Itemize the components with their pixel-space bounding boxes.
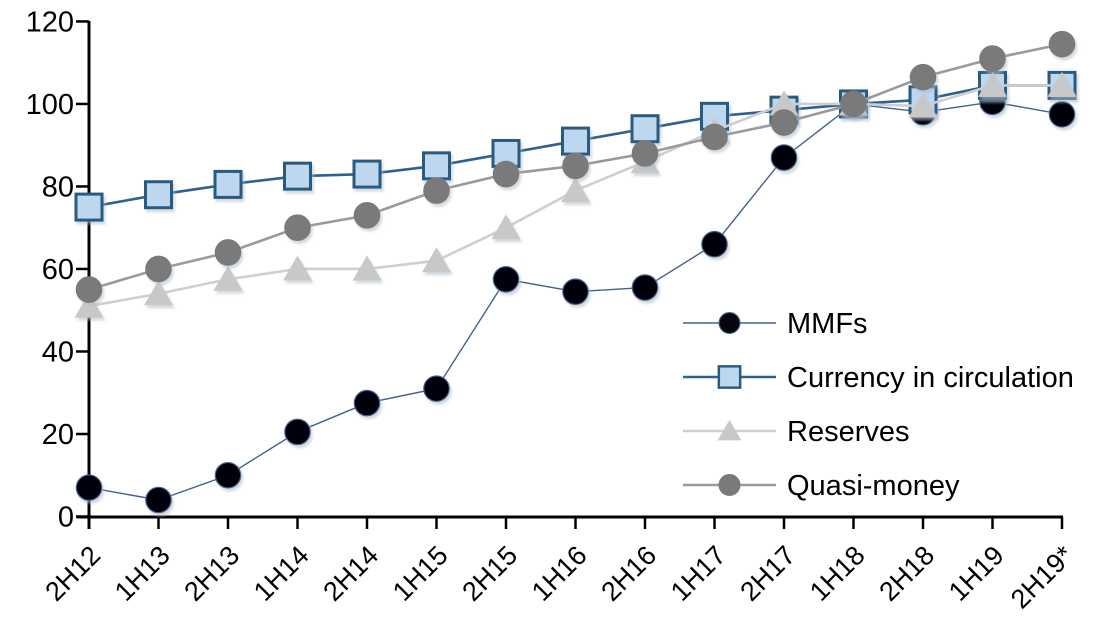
x-tick-label: 2H12 xyxy=(39,540,106,607)
currency-in-circulation-marker xyxy=(213,169,243,199)
mmfs-marker xyxy=(631,274,659,301)
x-tick-label: 1H17 xyxy=(665,540,732,607)
mmfs-marker xyxy=(214,461,242,489)
x-tick-label: 2H18 xyxy=(873,540,940,607)
mmfs-marker xyxy=(423,375,450,402)
currency-in-circulation-marker xyxy=(422,151,451,181)
quasi-money-marker xyxy=(214,239,242,266)
currency-in-circulation-marker xyxy=(352,159,382,189)
reserves-marker xyxy=(908,92,938,118)
quasi-money-marker xyxy=(1048,30,1076,58)
reserves-marker xyxy=(717,419,742,441)
quasi-money-marker xyxy=(492,160,520,188)
quasi-money-marker xyxy=(631,140,659,167)
quasi-money-marker xyxy=(423,177,450,204)
reserves-marker xyxy=(1047,71,1077,97)
x-tick-label: 2H16 xyxy=(595,540,662,607)
legend: MMFs Currency in circulation Reserves Quasi… xyxy=(683,308,1074,502)
series-quasi-money xyxy=(75,30,1076,303)
y-tick-label: 20 xyxy=(42,419,74,451)
legend-item-quasi-money: Quasi-money xyxy=(683,470,960,502)
y-tick-label: 120 xyxy=(26,6,74,38)
reserves-marker xyxy=(491,214,521,240)
legend-item-reserves: Reserves xyxy=(683,416,910,448)
x-tick-label: 1H16 xyxy=(526,540,593,607)
legend-item-currency-in-circulation: Currency in circulation xyxy=(683,362,1074,394)
legend-item-mmfs: MMFs xyxy=(683,308,868,340)
reserves-marker xyxy=(978,71,1007,97)
x-tick-label: 1H15 xyxy=(387,540,454,607)
reserves-marker xyxy=(74,292,104,318)
quasi-money-marker xyxy=(718,473,741,497)
reserves-marker xyxy=(144,280,173,306)
currency-in-circulation-marker xyxy=(561,126,590,156)
reserves-marker xyxy=(213,265,243,291)
mmfs-marker xyxy=(701,230,728,258)
quasi-money-marker xyxy=(284,214,311,242)
legend-label-quasi-money: Quasi-money xyxy=(787,470,960,502)
y-tick-label: 80 xyxy=(42,171,74,203)
legend-label-mmfs: MMFs xyxy=(787,308,868,340)
currency-in-circulation-marker xyxy=(491,138,521,168)
mmfs-marker xyxy=(718,311,741,335)
mmfs-marker xyxy=(145,486,172,514)
legend-label-currency-in-circulation: Currency in circulation xyxy=(787,362,1074,394)
reserves-marker xyxy=(422,247,451,273)
x-tick-label: 2H15 xyxy=(456,540,523,607)
mmfs-marker xyxy=(1048,100,1076,128)
x-tick-label: 1H19 xyxy=(943,540,1010,607)
x-tick-label: 1H13 xyxy=(109,540,176,607)
currency-in-circulation-marker xyxy=(74,192,104,222)
y-tick-label: 100 xyxy=(26,89,74,121)
y-tick-label: 0 xyxy=(58,502,74,534)
quasi-money-marker xyxy=(562,152,589,180)
currency-in-circulation-marker xyxy=(630,114,660,144)
x-tick-label: 2H17 xyxy=(734,540,801,607)
quasi-money-marker xyxy=(701,123,728,151)
x-tick-label: 1H18 xyxy=(804,540,871,607)
quasi-money-marker xyxy=(353,202,381,229)
quasi-money-marker xyxy=(840,90,867,118)
quasi-money-marker xyxy=(770,109,798,136)
quasi-money-marker xyxy=(979,45,1006,72)
quasi-money-marker xyxy=(75,276,103,303)
mmfs-marker xyxy=(770,144,798,171)
mmfs-marker xyxy=(353,389,381,417)
x-tick-label: 2H14 xyxy=(317,540,384,607)
quasi-money-markers xyxy=(75,30,1076,303)
mmfs-marker xyxy=(562,278,589,305)
reserves-marker xyxy=(283,255,312,281)
mmfs-marker xyxy=(75,474,103,501)
currency-in-circulation-marker xyxy=(283,161,312,191)
quasi-money-marker xyxy=(909,63,937,91)
x-tick-label: 1H14 xyxy=(248,540,315,607)
currency-in-circulation-marker xyxy=(717,365,742,389)
mmfs-marker xyxy=(284,418,311,446)
quasi-money-marker xyxy=(145,255,172,283)
x-tick-label: 2H13 xyxy=(178,540,245,607)
mmfs-marker xyxy=(492,265,520,293)
reserves-marker xyxy=(561,177,590,203)
reserves-marker xyxy=(769,90,799,116)
y-tick-label: 40 xyxy=(42,336,74,368)
x-tick-label: 2H19* xyxy=(1005,540,1080,615)
reserves-marker xyxy=(352,255,382,281)
legend-label-reserves: Reserves xyxy=(787,416,910,448)
y-tick-label: 60 xyxy=(42,254,74,286)
currency-in-circulation-marker xyxy=(144,180,173,210)
